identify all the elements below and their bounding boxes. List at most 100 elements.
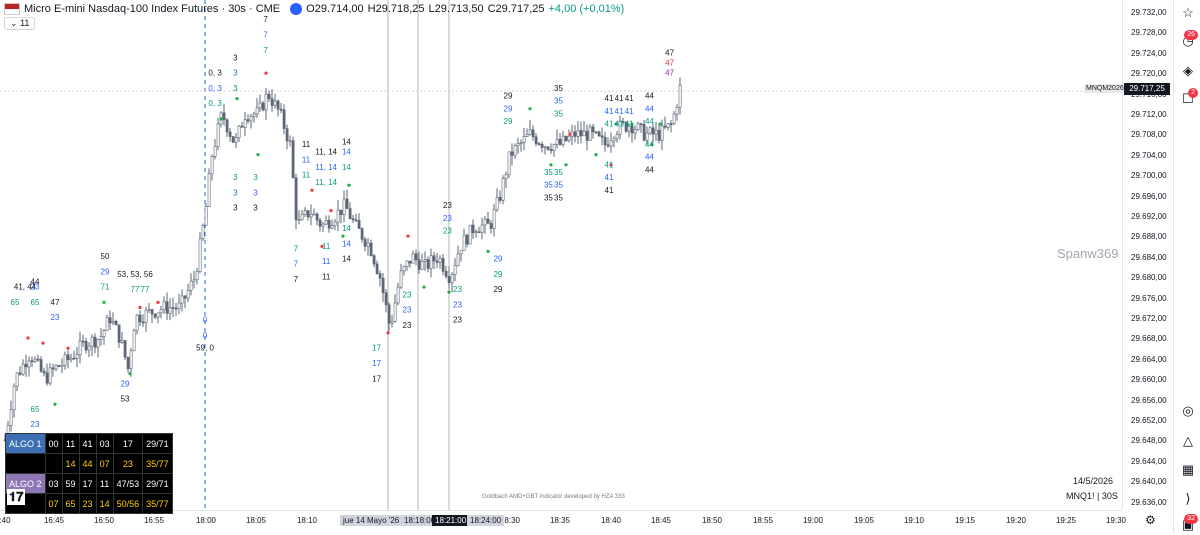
candle-body xyxy=(618,121,622,135)
price-tick-label: 29.720,00 xyxy=(1131,69,1167,79)
algo-row-3: ALGO 2 03 59 17 11 47/53 29/71 xyxy=(5,473,173,494)
cycle-annotation-label: 14 xyxy=(342,163,351,172)
time-tick-label: 16:50 xyxy=(93,516,115,525)
candle-body xyxy=(675,106,679,115)
signal-dot xyxy=(528,107,532,111)
cycle-annotation-label: 7 xyxy=(263,46,268,55)
cycle-annotation-label: 77 xyxy=(141,285,150,294)
candle-body xyxy=(579,130,583,137)
tradingview-logo-icon[interactable]: 𝟏𝟕 xyxy=(7,489,26,505)
candle-body xyxy=(561,135,565,145)
signal-dot xyxy=(594,153,598,157)
candle-body xyxy=(498,197,502,201)
cycle-annotation-label: 3 xyxy=(253,204,258,213)
candle-body xyxy=(222,112,226,121)
price-tick-label: 29.656,00 xyxy=(1131,395,1167,405)
broadcast-icon[interactable]: ⟩ xyxy=(1185,491,1191,506)
candle-body xyxy=(567,135,571,141)
candle-body xyxy=(330,225,334,229)
triangle-icon[interactable]: △ xyxy=(1183,433,1193,448)
candle-body xyxy=(39,359,43,372)
candle-body xyxy=(507,151,511,176)
candle-body xyxy=(255,107,259,115)
candle-body xyxy=(99,336,103,340)
candle-body xyxy=(24,363,28,368)
candle-body xyxy=(453,265,457,275)
algo-cell: 11 xyxy=(61,433,80,454)
candle-body xyxy=(426,259,430,269)
candle-body xyxy=(633,129,637,134)
algo-2-label: ALGO 2 xyxy=(5,473,46,494)
candle-body xyxy=(429,255,433,269)
algo-cell: 44 xyxy=(78,453,97,474)
candle-body xyxy=(594,131,598,134)
candle-body xyxy=(126,356,130,370)
candle-body xyxy=(666,123,670,128)
cycle-annotation-label: 47 xyxy=(51,298,60,307)
candle-body xyxy=(669,123,673,125)
symbol-title[interactable]: Micro E-mini Nasdaq-100 Index Futures · … xyxy=(24,3,281,15)
target-icon[interactable]: ◎ xyxy=(1182,403,1194,418)
symbol-header[interactable]: Micro E-mini Nasdaq-100 Index Futures · … xyxy=(4,3,624,15)
cycle-annotation-label: 23 xyxy=(403,321,412,330)
cycle-annotation-label: 7 xyxy=(294,260,299,269)
candle-body xyxy=(111,320,115,324)
price-tick-label: 29.724,00 xyxy=(1131,48,1167,58)
star-icon[interactable]: ☆ xyxy=(1182,5,1194,20)
cycle-annotation-label: 11, 14 xyxy=(315,148,337,157)
indicator-credit: Goldbach AMD+GBT indicator developed by … xyxy=(482,494,625,500)
cycle-annotation-label: 35 xyxy=(554,109,563,118)
candle-body xyxy=(279,108,283,111)
candle-body xyxy=(357,220,361,229)
candle-body xyxy=(153,313,157,318)
algo-cell: 35/77 xyxy=(142,493,173,514)
notifications-icon[interactable]: ▣ 32 xyxy=(1181,514,1198,532)
candle-body xyxy=(144,309,148,323)
time-tick-label: 18:50 xyxy=(701,516,723,525)
algo-cell: 23 xyxy=(78,493,97,514)
candle-body xyxy=(501,178,505,201)
cycle-annotation-label: 77 xyxy=(131,285,140,294)
candle-body xyxy=(105,317,109,331)
candle-body xyxy=(423,259,427,262)
candle-body xyxy=(204,206,208,226)
time-tick-label: :40 xyxy=(0,516,11,525)
signal-dot xyxy=(549,163,553,167)
signal-dot xyxy=(156,300,160,304)
candle-body xyxy=(621,121,625,123)
price-tick-label: 29.692,00 xyxy=(1131,212,1167,221)
gear-icon[interactable]: ⚙ xyxy=(1145,513,1156,527)
candle-body xyxy=(114,320,118,326)
cycle-annotation-label: 23 xyxy=(31,420,40,429)
cycle-annotation-label: 44 xyxy=(645,165,654,174)
price-axis[interactable]: 29.732,00 29.728,00 29.724,00 29.720,00 29.7… xyxy=(1122,0,1173,510)
candle-body xyxy=(390,321,394,324)
cycle-annotation-label: 14 xyxy=(342,224,351,233)
candle-body xyxy=(447,276,451,284)
algo-table: ALGO 1 00 11 41 03 17 29/71 14 44 07 23 … xyxy=(5,433,173,514)
signal-dot xyxy=(66,346,70,350)
time-highlight-label: 18:21:00 xyxy=(432,515,470,526)
candle-body xyxy=(261,102,265,111)
cycle-annotation-label: 53, 53, 56 xyxy=(117,270,153,279)
algo-cell: 35/77 xyxy=(142,453,173,474)
layers-icon[interactable]: ◈ xyxy=(1183,63,1193,78)
cycle-annotation-label: 11 xyxy=(322,272,331,281)
ohlc-low: L29.713,50 xyxy=(428,3,484,15)
calendar-icon[interactable]: ▦ xyxy=(1181,462,1195,477)
cycle-annotation-label: 44 xyxy=(31,278,40,287)
cycle-annotation-label: 41 xyxy=(605,160,614,169)
candle-body xyxy=(249,115,253,122)
cycle-annotation-label: 41 xyxy=(615,120,624,129)
candle-body xyxy=(516,143,520,146)
time-axis[interactable]: :40 16:45 16:50 16:55 18:00 18:05 18:10 18:30 18… xyxy=(0,510,1126,535)
candle-body xyxy=(237,125,241,138)
indicators-collapse-button[interactable]: ⌄ 11 xyxy=(4,17,36,30)
chat-icon[interactable]: ☐ 2 xyxy=(1181,88,1198,106)
clock-icon[interactable]: ◷ 26 xyxy=(1181,30,1198,48)
candle-body xyxy=(138,314,142,323)
candle-body xyxy=(441,258,445,272)
candle-body xyxy=(321,223,325,227)
signal-dot xyxy=(41,341,45,345)
